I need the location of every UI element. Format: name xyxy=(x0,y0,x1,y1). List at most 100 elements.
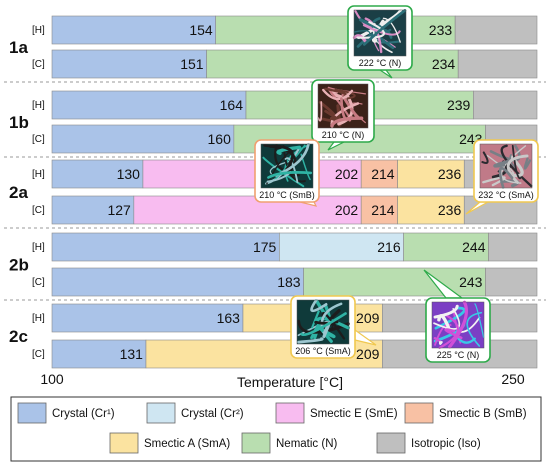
legend-swatch-SmA xyxy=(109,432,139,454)
bar-2a-1-SmA xyxy=(397,195,465,225)
bar-2b-0-Iso xyxy=(488,232,538,262)
legend-swatch-N xyxy=(241,432,271,454)
bar-2b-1-Iso xyxy=(485,267,538,297)
micrograph-texture-stroke xyxy=(352,34,367,43)
micrograph-texture-stroke xyxy=(353,30,371,42)
micrograph-texture-stroke xyxy=(448,300,469,349)
value-label-2b-0-1: 216 xyxy=(377,239,401,255)
value-label-2c-0-1: 209 xyxy=(356,310,380,326)
bar-1b-0-Cr1 xyxy=(51,90,247,120)
micrograph-texture-stroke xyxy=(523,157,532,170)
value-label-2a-1-1: 202 xyxy=(335,202,359,218)
micrograph-texture-stroke xyxy=(489,144,521,162)
legend-label-N: Nematic (N) xyxy=(276,438,338,450)
micrograph-texture-stroke xyxy=(330,116,364,128)
micrograph-texture-stroke xyxy=(334,88,356,100)
legend: Crystal (Cr¹) Crystal (Cr²) Smectic E (SmE… xyxy=(10,396,542,462)
legend-label-SmE: Smectic E (SmE) xyxy=(310,408,398,420)
value-label-2c-1-0: 131 xyxy=(120,346,144,362)
micrograph-texture-stroke xyxy=(434,306,466,330)
x-axis-label: Temperature [°C] xyxy=(237,374,343,390)
micrograph-texture-stroke xyxy=(493,158,514,168)
group-label-2c: 2c xyxy=(9,327,28,346)
micrograph-border xyxy=(296,299,350,345)
texture-callout-3: 210 °C (SmB) xyxy=(254,139,320,207)
legend-label-SmA: Smectic A (SmA) xyxy=(144,438,230,450)
callout-label-4: 232 °C (SmA) xyxy=(478,190,534,200)
legend-swatch-Cr1 xyxy=(17,402,47,424)
bar-1a-0-N xyxy=(215,15,456,45)
group-label-1b: 1b xyxy=(9,113,29,132)
value-label-2c-1-1: 209 xyxy=(356,346,380,362)
x-axis-tick-100: 100 xyxy=(40,371,64,387)
bar-2c-0-Cr1 xyxy=(51,303,244,333)
row-label-2b-0: [H] xyxy=(32,242,45,253)
texture-callout-4: 232 °C (SmA) xyxy=(465,139,539,215)
micrograph-texture-stroke xyxy=(322,88,354,101)
micrograph-texture-stroke xyxy=(500,145,527,184)
callout-label-2: 210 °C (N) xyxy=(322,130,365,140)
micrograph-texture-stroke xyxy=(362,24,401,36)
legend-swatch-Cr2 xyxy=(146,402,176,424)
micrograph-texture-stroke xyxy=(267,171,313,179)
bar-2a-1-Cr1 xyxy=(51,195,135,225)
legend-swatch-Iso xyxy=(376,432,406,454)
bar-1b-1-Cr1 xyxy=(51,124,235,154)
bar-1a-0-Cr1 xyxy=(51,15,216,45)
legend-swatch-SmB xyxy=(404,402,434,424)
row-label-1b-0: [H] xyxy=(32,100,45,111)
micrograph-texture-stroke xyxy=(297,337,324,344)
legend-label-Cr2: Crystal (Cr²) xyxy=(181,408,244,420)
micrograph-texture-stroke xyxy=(500,144,533,188)
legend-item-SmE: Smectic E (SmE) xyxy=(275,402,398,424)
value-label-2b-0-0: 175 xyxy=(253,239,277,255)
value-label-2a-0-3: 236 xyxy=(438,166,462,182)
group-label-2b: 2b xyxy=(9,256,29,275)
legend-item-SmB: Smectic B (SmB) xyxy=(404,402,527,424)
micrograph-border xyxy=(260,143,314,189)
micrograph-border xyxy=(479,143,533,189)
bar-2a-0-SmA xyxy=(397,159,465,189)
bar-2a-1-SmB xyxy=(360,195,398,225)
bar-1a-1-Iso xyxy=(457,49,538,79)
bar-1a-1-Cr1 xyxy=(51,49,207,79)
row-label-2c-1: [C] xyxy=(32,349,45,360)
texture-callout-5: 206 °C (SmA) xyxy=(290,295,377,359)
micrograph-texture-stroke xyxy=(437,314,452,332)
texture-callout-1: 222 °C (N) xyxy=(347,5,413,79)
bar-2b-0-Cr1 xyxy=(51,232,280,262)
texture-callout-6: 225 °C (N) xyxy=(423,269,491,363)
bar-2b-1-N xyxy=(303,267,486,297)
value-label-2a-1-2: 214 xyxy=(371,202,395,218)
micrograph-texture-stroke xyxy=(300,312,347,337)
micrograph-texture-stroke xyxy=(269,144,295,172)
micrograph-border xyxy=(431,301,485,349)
micrograph-texture-stroke xyxy=(337,91,354,126)
micrograph-texture-stroke xyxy=(438,313,459,349)
value-label-2a-0-2: 214 xyxy=(371,166,395,182)
bar-1a-0-Iso xyxy=(454,15,538,45)
value-label-1b-0-0: 164 xyxy=(220,97,244,113)
bar-2a-1-SmE xyxy=(133,195,362,225)
value-label-1b-0-1: 239 xyxy=(447,97,471,113)
group-label-1a: 1a xyxy=(9,38,28,57)
value-label-2a-1-0: 127 xyxy=(107,202,131,218)
micrograph-texture-stroke xyxy=(444,328,463,340)
bar-2a-0-Cr1 xyxy=(51,159,144,189)
value-label-2b-0-2: 244 xyxy=(462,239,486,255)
row-label-2a-1: [C] xyxy=(32,205,45,216)
callout-label-6: 225 °C (N) xyxy=(437,350,480,360)
value-label-2a-1-3: 236 xyxy=(438,202,462,218)
micrograph-texture-stroke xyxy=(311,310,320,329)
legend-item-Cr1: Crystal (Cr¹) xyxy=(17,402,115,424)
legend-label-Iso: Isotropic (Iso) xyxy=(411,438,481,450)
micrograph-texture-stroke xyxy=(356,21,385,39)
micrograph-texture-stroke xyxy=(310,299,328,313)
micrograph-texture-stroke xyxy=(481,151,489,165)
value-label-1a-1-1: 234 xyxy=(432,56,456,72)
value-label-2b-1-1: 243 xyxy=(459,274,483,290)
bar-2b-1-Cr1 xyxy=(51,267,304,297)
micrograph-texture-stroke xyxy=(498,166,514,189)
micrograph-texture-stroke xyxy=(276,145,302,155)
